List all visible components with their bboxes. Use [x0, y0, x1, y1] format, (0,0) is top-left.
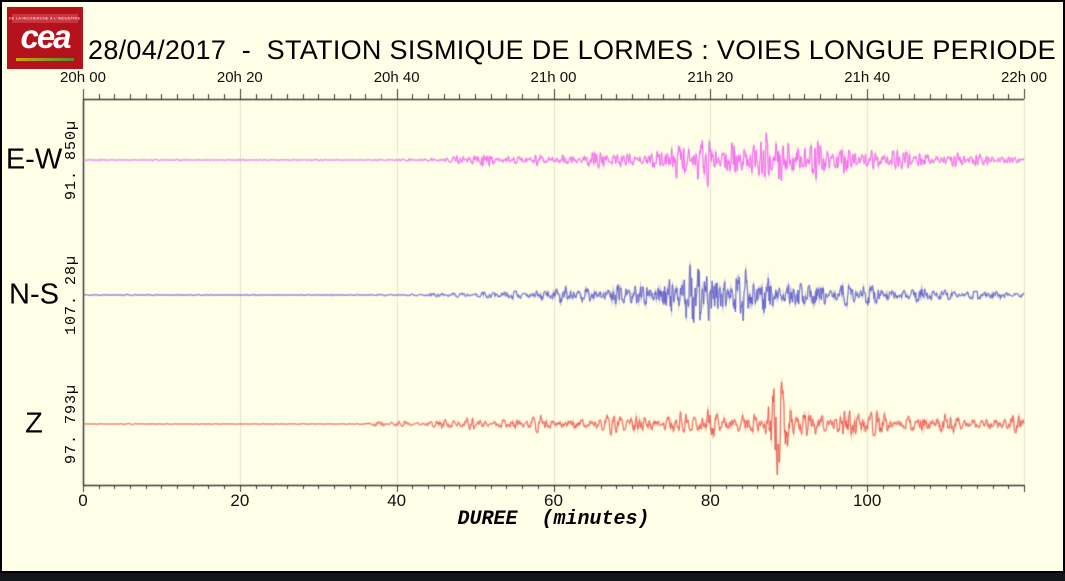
top-axis-tick-label: 20h 00: [60, 69, 106, 86]
top-axis-tick-label: 21h 20: [687, 69, 734, 86]
channel-label-ns: N-S: [9, 278, 59, 311]
bottom-axis-tick-label: 40: [387, 491, 407, 510]
bottom-axis-tick-label: 100: [852, 491, 882, 510]
bottom-strip: [0, 573, 1065, 581]
amplitude-label-ew: 91. 850µ: [63, 119, 80, 201]
channel-label-z: Z: [25, 407, 43, 440]
top-axis-tick-label: 20h 40: [373, 69, 420, 86]
channel-label-ew: E-W: [5, 143, 63, 176]
bottom-axis-tick-label: 0: [78, 491, 88, 510]
bottom-axis-tick-label: 20: [230, 491, 250, 510]
bottom-axis-tick-label: 80: [700, 491, 720, 510]
top-axis-tick-label: 20h 20: [216, 69, 263, 86]
top-axis-tick-label: 21h 00: [530, 69, 577, 86]
bottom-axis-tick-label: 60: [544, 491, 563, 510]
top-axis-tick-label: 22h 00: [1001, 69, 1047, 86]
x-axis-title: DUREE (minutes): [457, 508, 650, 531]
top-axis-tick-label: 21h 40: [844, 69, 891, 86]
amplitude-label-z: 97. 793µ: [63, 383, 80, 465]
amplitude-label-ns: 107. 28µ: [63, 254, 80, 336]
